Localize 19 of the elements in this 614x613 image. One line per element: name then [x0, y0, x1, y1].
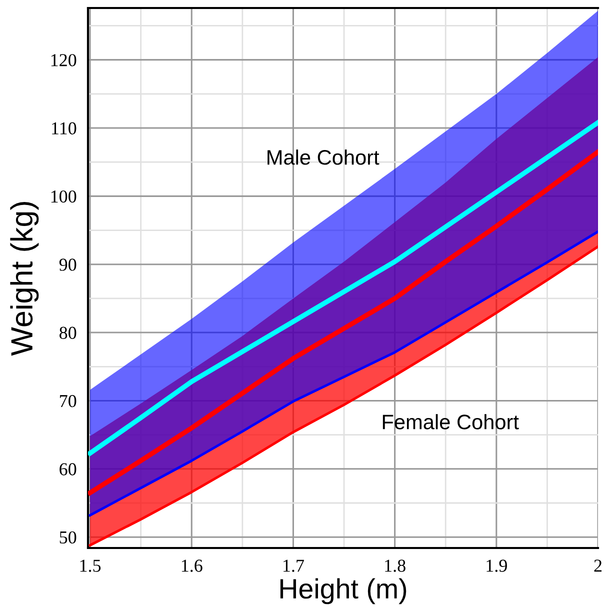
y-tick-label: 90 — [59, 258, 76, 271]
x-tick-label: 1.8 — [385, 560, 406, 572]
y-tick-label: 60 — [60, 463, 76, 476]
x-tick-label: 1.7 — [284, 560, 304, 572]
x-axis-title: Height (m) — [280, 578, 406, 604]
line-series — [88, 120, 598, 456]
x-tick-label: 1.5 — [80, 560, 101, 572]
y-tick-label: 50 — [60, 531, 76, 544]
x-tick-label: 1.6 — [182, 560, 202, 572]
y-tick-label: 80 — [60, 326, 76, 339]
y-tick-label: 100 — [51, 190, 76, 203]
x-tick-label: 1.9 — [486, 560, 507, 572]
annotation: Male Cohort — [268, 149, 380, 165]
y-tick-label: 70 — [60, 394, 76, 408]
y-tick-label: 120 — [51, 54, 76, 66]
x-tick-label: 2 — [594, 560, 602, 572]
annotation: Female Cohort — [382, 414, 519, 430]
y-axis-title: Weight (kg) — [10, 202, 39, 356]
y-tick-label: 110 — [52, 122, 76, 134]
